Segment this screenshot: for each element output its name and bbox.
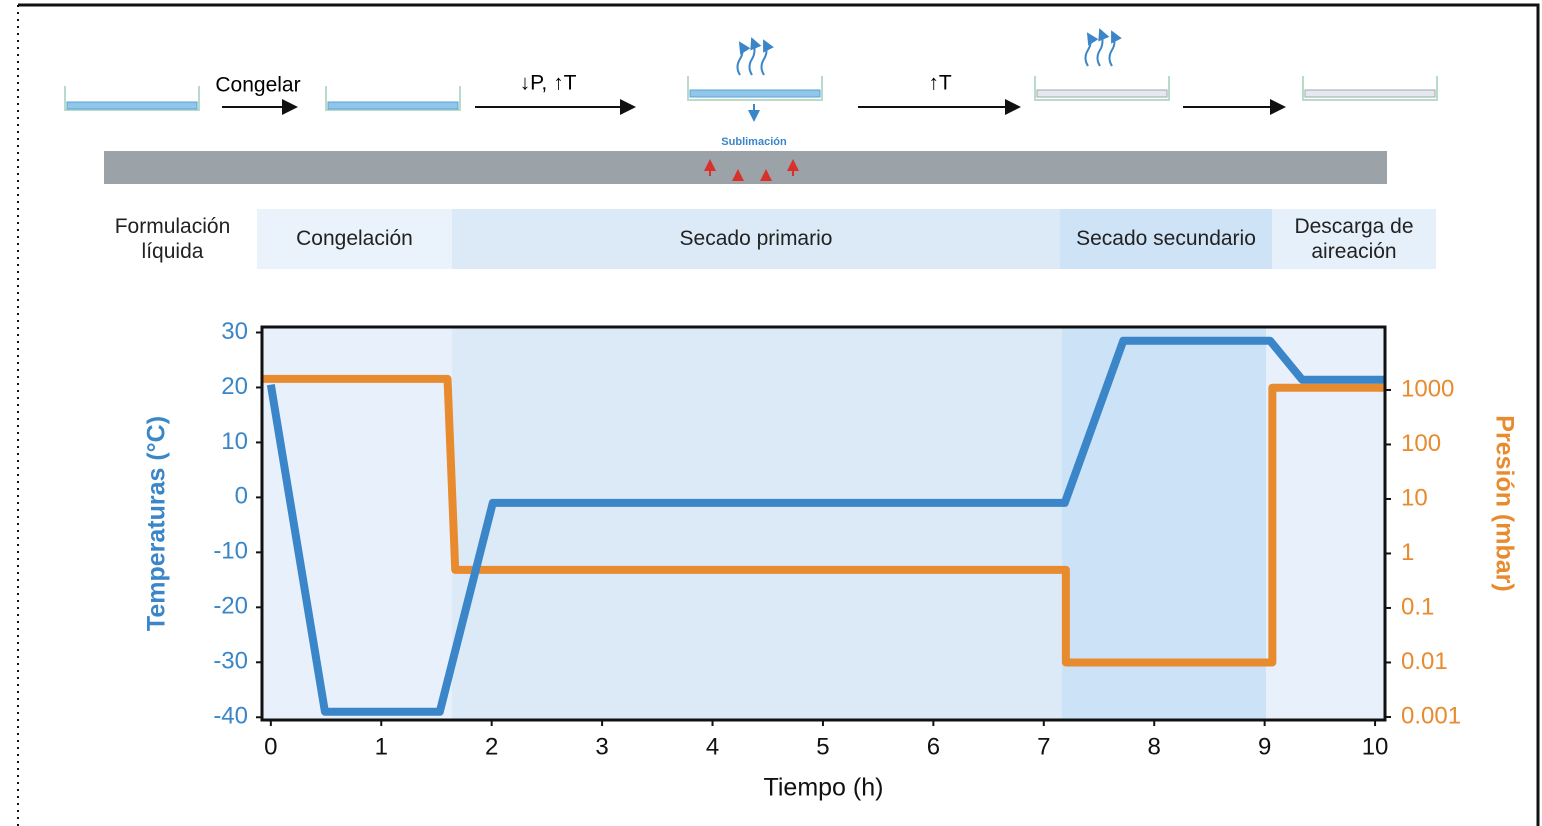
- phase-label: Formulación líquida: [100, 209, 245, 269]
- page: Congelar ↓P, ↑T ↑T Sublimación 0 1 2 3 4 5 6 7 8…: [0, 0, 1542, 826]
- x-tick-label: 7: [1037, 733, 1050, 760]
- phase-label: Descarga de aireación: [1272, 209, 1436, 269]
- x-tick-label: 2: [485, 733, 498, 760]
- sublimation-label: Sublimación: [721, 136, 787, 148]
- figure: Congelar ↓P, ↑T ↑T Sublimación 0 1 2 3 4 5 6 7 8…: [0, 0, 1542, 826]
- x-tick-label: 4: [706, 733, 719, 760]
- y2-axis-label: Presión (mbar): [1490, 415, 1518, 591]
- shelf: [104, 151, 1387, 184]
- x-tick-label: 10: [1362, 733, 1389, 760]
- x-tick-label: 1: [375, 733, 388, 760]
- y2-tick-label: 10: [1401, 484, 1428, 511]
- y2-tick-label: 0.01: [1401, 648, 1448, 675]
- step-label: Congelar: [215, 74, 300, 97]
- x-tick-label: 9: [1258, 733, 1271, 760]
- phase-label: Secado secundario: [1060, 209, 1272, 269]
- y2-tick-label: 100: [1401, 430, 1441, 457]
- x-axis-label: Tiempo (h): [764, 774, 884, 802]
- phase-label: Secado primario: [452, 209, 1060, 269]
- step-label: ↓P, ↑T: [520, 72, 577, 95]
- y2-tick-label: 0.1: [1401, 593, 1434, 620]
- y2-tick-label: 0.001: [1401, 702, 1461, 729]
- y-tick-label: 20: [221, 373, 248, 400]
- y-axis-label: Temperaturas (°C): [143, 416, 171, 631]
- x-tick-label: 0: [264, 733, 277, 760]
- y2-tick-label: 1000: [1401, 375, 1454, 402]
- y-tick-label: -40: [213, 703, 248, 730]
- step-label: ↑T: [928, 72, 952, 95]
- phase-label: Congelación: [257, 209, 452, 269]
- y-tick-label: -20: [213, 593, 248, 620]
- y-tick-label: -10: [213, 538, 248, 565]
- x-tick-label: 5: [816, 733, 829, 760]
- y-tick-label: 0: [235, 483, 248, 510]
- y-tick-label: 30: [221, 318, 248, 345]
- y-tick-label: 10: [221, 428, 248, 455]
- x-tick-label: 6: [927, 733, 940, 760]
- x-tick-label: 3: [595, 733, 608, 760]
- y-tick-label: -30: [213, 648, 248, 675]
- x-tick-label: 8: [1148, 733, 1161, 760]
- y2-tick-label: 1: [1401, 539, 1414, 566]
